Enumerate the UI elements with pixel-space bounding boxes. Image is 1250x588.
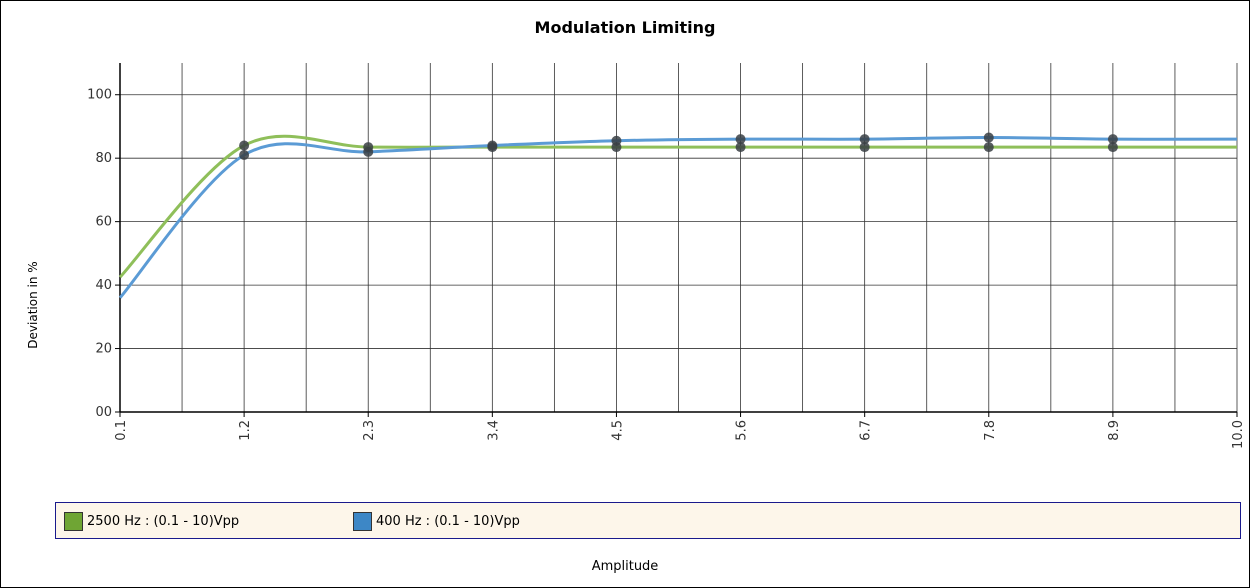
series-line-1 xyxy=(118,136,1238,299)
legend-item-2500hz: 2500 Hz : (0.1 - 10)Vpp xyxy=(64,511,239,531)
y-tick-labels: 00 20 40 60 80 100 xyxy=(87,88,112,420)
x-axis-label: Amplitude xyxy=(591,559,659,574)
data-point xyxy=(983,142,994,153)
legend-item-400hz: 400 Hz : (0.1 - 10)Vpp xyxy=(353,511,520,531)
data-point xyxy=(487,140,498,151)
data-point xyxy=(983,132,994,143)
data-point xyxy=(363,146,374,157)
legend-swatch-blue xyxy=(353,511,372,531)
y-axis-label: Deviation in % xyxy=(26,261,40,348)
legend-label: 400 Hz : (0.1 - 10)Vpp xyxy=(376,513,520,529)
legend-label: 2500 Hz : (0.1 - 10)Vpp xyxy=(87,513,240,529)
x-tick-labels: 0.1 1.2 2.3 3.4 4.5 5.6 6.7 7.8 8.9 10.0 xyxy=(114,420,1246,449)
grid-lines xyxy=(120,63,1238,412)
legend: 2500 Hz : (0.1 - 10)Vpp 400 Hz : (0.1 - … xyxy=(55,502,1241,539)
data-point xyxy=(239,140,250,151)
chart-title: Modulation Limiting xyxy=(534,18,716,37)
x-tick-label: 2.3 xyxy=(362,420,377,441)
y-tick-label: 20 xyxy=(95,342,112,357)
x-tick-label: 5.6 xyxy=(735,420,750,441)
x-tick-label: 1.2 xyxy=(238,420,253,441)
data-point xyxy=(611,135,622,146)
data-point xyxy=(1107,142,1118,153)
y-tick-label: 80 xyxy=(95,151,112,166)
legend-swatch-green xyxy=(64,511,83,531)
x-tick-label: 7.8 xyxy=(983,420,998,441)
data-point xyxy=(859,142,870,153)
data-point xyxy=(1107,134,1118,145)
data-points xyxy=(239,132,1118,161)
x-tick-label: 0.1 xyxy=(114,420,129,441)
y-tick-label: 100 xyxy=(87,88,112,103)
x-tick-label: 3.4 xyxy=(486,420,501,441)
y-tick-label: 00 xyxy=(95,405,112,420)
series-lines xyxy=(118,134,1238,299)
data-point xyxy=(735,142,746,153)
data-point xyxy=(735,134,746,145)
plot-area: 00 20 40 60 80 100 0.1 1.2 2.3 3.4 4.5 5.6 6.7 7.8 8.… xyxy=(26,63,1246,449)
data-point xyxy=(859,134,870,145)
x-tick-label: 10.0 xyxy=(1231,420,1246,449)
x-tick-label: 8.9 xyxy=(1107,420,1122,441)
x-tick-label: 6.7 xyxy=(859,420,874,441)
data-point xyxy=(239,150,250,161)
series-line-0 xyxy=(118,134,1237,279)
y-tick-label: 60 xyxy=(95,215,112,230)
axes xyxy=(115,63,1238,417)
y-tick-label: 40 xyxy=(95,278,112,293)
x-tick-label: 4.5 xyxy=(610,420,625,441)
